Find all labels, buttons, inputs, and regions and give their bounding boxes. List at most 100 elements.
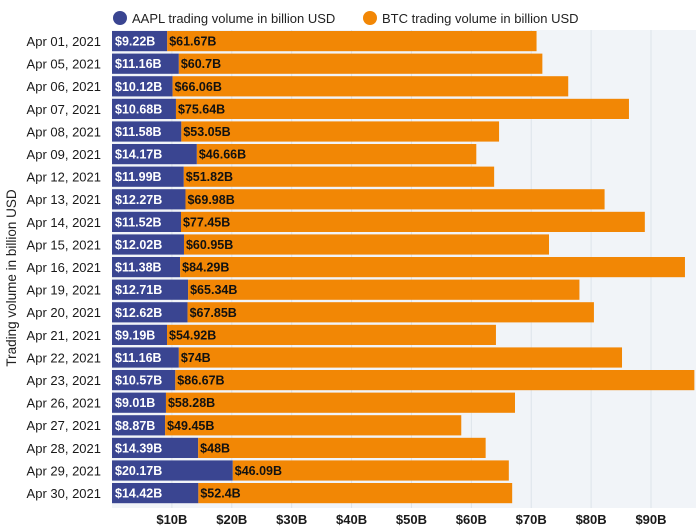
bar-aapl: [112, 189, 186, 210]
category-label: Apr 27, 2021: [27, 418, 101, 433]
bar-btc: [198, 437, 486, 458]
bar-btc: [167, 31, 537, 52]
x-tick-label: $30B: [276, 512, 307, 527]
bar-btc: [232, 460, 509, 481]
data-label-aapl: $14.17B: [115, 148, 162, 162]
data-label-btc: $67.85B: [190, 306, 237, 320]
category-label: Apr 30, 2021: [27, 486, 101, 501]
category-label: Apr 15, 2021: [27, 237, 101, 252]
category-label: Apr 23, 2021: [27, 373, 101, 388]
data-label-btc: $86.67B: [177, 374, 224, 388]
data-label-btc: $69.98B: [187, 193, 234, 207]
bar-btc: [196, 144, 477, 165]
category-label: Apr 05, 2021: [27, 57, 101, 72]
x-tick-label: $60B: [456, 512, 487, 527]
x-tick-label: $40B: [336, 512, 367, 527]
data-label-aapl: $14.39B: [115, 441, 162, 455]
bar-aapl: [112, 370, 176, 391]
bar-btc: [180, 257, 685, 278]
data-label-btc: $77.45B: [183, 215, 230, 229]
data-label-aapl: $12.02B: [115, 238, 162, 252]
data-label-btc: $54.92B: [169, 328, 216, 342]
bar-btc: [188, 279, 580, 300]
data-label-aapl: $10.12B: [115, 80, 162, 94]
bar-aapl: [112, 211, 181, 232]
bar-aapl: [112, 279, 189, 300]
category-label: Apr 13, 2021: [27, 192, 101, 207]
bar-aapl: [112, 76, 173, 97]
data-label-aapl: $11.58B: [115, 125, 162, 139]
data-label-aapl: $9.22B: [115, 35, 155, 49]
category-label: Apr 19, 2021: [27, 283, 101, 298]
category-label: Apr 07, 2021: [27, 102, 101, 117]
bar-aapl: [112, 121, 182, 142]
bar-aapl: [112, 347, 179, 368]
x-tick-label: $20B: [216, 512, 247, 527]
x-axis-ticks: $10B $20B $30B $40B $50B $60B $70B $80B $90B: [156, 512, 666, 527]
bar-btc: [180, 211, 645, 232]
data-label-btc: $84.29B: [182, 261, 229, 275]
data-label-btc: $65.34B: [190, 283, 237, 297]
category-label: Apr 06, 2021: [27, 79, 101, 94]
data-label-btc: $48B: [200, 441, 230, 455]
data-label-aapl: $8.87B: [115, 419, 155, 433]
category-label: Apr 22, 2021: [27, 350, 101, 365]
y-axis-title: Trading volume in billion USD: [4, 189, 19, 367]
bar-btc: [175, 370, 695, 391]
data-label-btc: $46.09B: [235, 464, 282, 478]
bar-aapl: [112, 460, 233, 481]
data-label-aapl: $12.71B: [115, 283, 162, 297]
bar-btc: [175, 98, 629, 119]
data-label-aapl: $12.62B: [115, 306, 162, 320]
bar-btc: [165, 392, 515, 413]
bar-aapl: [112, 144, 197, 165]
legend-swatch-btc: [363, 11, 377, 25]
bar-aapl: [112, 415, 166, 436]
category-label: Apr 08, 2021: [27, 124, 101, 139]
data-label-btc: $46.66B: [199, 148, 246, 162]
bar-aapl: [112, 483, 199, 504]
data-label-btc: $61.67B: [169, 35, 216, 49]
bar-btc: [178, 347, 623, 368]
category-label: Apr 09, 2021: [27, 147, 101, 162]
data-label-aapl: $9.01B: [115, 396, 155, 410]
bar-btc: [167, 324, 496, 345]
bar-btc: [181, 121, 500, 142]
bar-btc: [198, 483, 513, 504]
data-label-btc: $74B: [181, 351, 211, 365]
data-label-btc: $75.64B: [178, 102, 225, 116]
x-tick-label: $80B: [576, 512, 607, 527]
data-label-aapl: $11.52B: [115, 215, 162, 229]
data-label-btc: $58.28B: [168, 396, 215, 410]
category-label: Apr 16, 2021: [27, 260, 101, 275]
legend-label-aapl: AAPL trading volume in billion USD: [132, 11, 335, 26]
bar-aapl: [112, 98, 176, 119]
data-label-aapl: $11.16B: [115, 57, 162, 71]
bar-btc: [187, 302, 594, 323]
data-label-aapl: $11.38B: [115, 261, 162, 275]
bar-aapl: [112, 53, 179, 74]
bar-btc: [165, 415, 462, 436]
category-labels: Apr 01, 2021 Apr 05, 2021 Apr 06, 2021 Apr …: [27, 34, 101, 501]
data-label-btc: $49.45B: [167, 419, 214, 433]
bar-aapl: [112, 437, 199, 458]
legend: AAPL trading volume in billion USD BTC t…: [113, 11, 579, 26]
data-label-btc: $60.95B: [186, 238, 233, 252]
category-label: Apr 20, 2021: [27, 305, 101, 320]
x-tick-label: $50B: [396, 512, 427, 527]
data-label-aapl: $12.27B: [115, 193, 162, 207]
data-label-aapl: $9.19B: [115, 328, 155, 342]
category-label: Apr 01, 2021: [27, 34, 101, 49]
data-label-btc: $52.4B: [200, 487, 240, 501]
category-label: Apr 14, 2021: [27, 215, 101, 230]
legend-swatch-aapl: [113, 11, 127, 25]
data-label-aapl: $11.16B: [115, 351, 162, 365]
data-label-aapl: $10.68B: [115, 102, 162, 116]
data-label-btc: $51.82B: [186, 170, 233, 184]
category-label: Apr 21, 2021: [27, 328, 101, 343]
bar-aapl: [112, 166, 184, 187]
category-label: Apr 26, 2021: [27, 396, 101, 411]
bar-btc: [183, 234, 550, 255]
x-tick-label: $70B: [516, 512, 547, 527]
